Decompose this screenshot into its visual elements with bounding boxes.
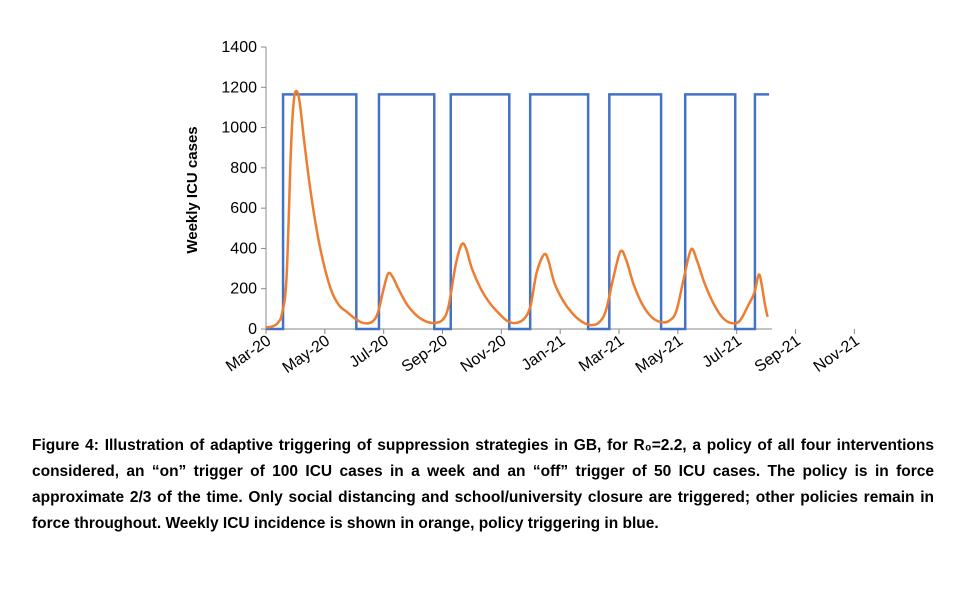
x-tick-label: Mar-20 <box>223 332 274 375</box>
y-tick-label: 1400 <box>221 39 257 56</box>
y-axis-label: Weekly ICU cases <box>184 126 201 253</box>
y-tick-label: 400 <box>230 240 257 257</box>
y-tick-label: 1200 <box>221 79 257 96</box>
policy-triggering-series <box>266 93 770 331</box>
axes <box>265 47 772 330</box>
x-tick-label: May-20 <box>280 332 334 377</box>
y-tick-label: 1000 <box>221 120 257 137</box>
x-tick-label: Jul-20 <box>347 332 393 371</box>
x-tick-label: Nov-20 <box>458 332 510 376</box>
x-tick-label: May-21 <box>633 332 687 377</box>
x-tick-label: Jul-21 <box>700 332 746 371</box>
x-tick-label: Mar-21 <box>576 332 627 375</box>
x-axis-ticks: Mar-20 May-20 Jul-20 Sep-20 Nov-20 Jan-21 Mar-… <box>223 329 863 377</box>
x-tick-label: Sep-21 <box>752 332 804 376</box>
icu-incidence-series <box>265 89 769 329</box>
y-axis-ticks: 0 200 400 600 800 1000 1200 1400 <box>221 39 266 338</box>
y-tick-label: 200 <box>230 281 257 298</box>
y-tick-label: 0 <box>248 321 257 338</box>
y-tick-label: 600 <box>230 200 257 217</box>
y-tick-label: 800 <box>230 160 257 177</box>
x-tick-label: Jan-21 <box>519 332 569 374</box>
chart: 0 200 400 600 800 1000 1200 1400 Mar-20 May-20 Ju… <box>184 39 863 377</box>
x-tick-label: Nov-21 <box>811 332 863 376</box>
x-tick-label: Sep-20 <box>399 332 451 376</box>
figure-caption: Figure 4: Illustration of adaptive trigg… <box>32 437 934 532</box>
